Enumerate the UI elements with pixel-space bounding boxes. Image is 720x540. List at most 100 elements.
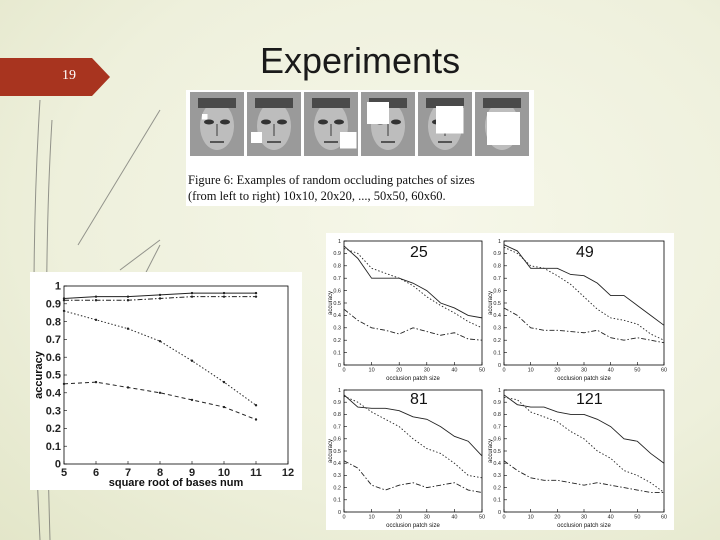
- y-axis-label: accuracy: [488, 291, 494, 315]
- face-example-50x50: [418, 92, 472, 156]
- y-tick-label: 0.5: [493, 301, 501, 307]
- data-point: [158, 391, 162, 394]
- x-tick-label: 0: [342, 515, 345, 521]
- data-point: [62, 382, 66, 386]
- x-tick-label: 10: [369, 368, 375, 374]
- series-line-dotted: [343, 248, 483, 329]
- y-tick-label: 0.8: [46, 316, 61, 328]
- x-tick-label: 30: [581, 515, 587, 521]
- figure-caption: Figure 6: Examples of random occluding p…: [188, 172, 532, 204]
- data-point: [190, 295, 194, 298]
- y-tick-label: 0.3: [493, 326, 501, 332]
- hair: [255, 98, 293, 108]
- occlusion-chart-25: 0 10 20 30 40 50 0 0.1 0.2 0.3 0.4 0.5 0.6 0.7 0.8 0.9 1…: [326, 233, 502, 385]
- x-tick-label: 40: [451, 515, 457, 521]
- y-tick-label: 0: [338, 363, 341, 369]
- series-line-dashdot: [343, 308, 483, 341]
- y-tick-label: 0: [338, 510, 341, 516]
- y-tick-label: 0.9: [333, 400, 341, 406]
- y-axis-label: accuracy: [328, 291, 334, 315]
- y-tick-label: 0.1: [333, 350, 341, 356]
- series-line-dashdot: [503, 460, 664, 493]
- data-point: [62, 299, 66, 302]
- series-line-solid: [503, 394, 665, 464]
- occlusion-patch: [487, 112, 520, 145]
- y-tick-label: 0.4: [333, 313, 341, 319]
- face-example-60x60: [475, 92, 529, 156]
- x-axis-label: square root of bases num: [109, 477, 244, 489]
- left-eye: [318, 119, 328, 125]
- y-tick-label: 0.7: [333, 424, 341, 430]
- x-tick-label: 30: [424, 368, 430, 374]
- right-eye: [334, 119, 344, 125]
- x-tick-label: 20: [396, 368, 402, 374]
- occlusion-patch: [340, 132, 357, 149]
- y-tick-label: 1: [55, 281, 61, 293]
- x-tick-label: 10: [528, 368, 534, 374]
- y-tick-label: 1: [498, 239, 501, 245]
- occlusion-chart-49: 0 10 20 30 40 50 60 0 0.1 0.2 0.3 0.4 0.5 0.6 0.7 0.8 0.…: [486, 233, 674, 385]
- y-tick-label: 0.2: [493, 485, 501, 491]
- y-tick-label: 0.5: [333, 301, 341, 307]
- y-tick-label: 0.1: [46, 441, 61, 453]
- occlusion-chart-121: 0 10 20 30 40 50 60 0 0.1 0.2 0.3 0.4 0.5 0.6 0.7 0.8 0.…: [486, 384, 674, 530]
- occlusion-chart-81-svg: 0 10 20 30 40 50 0 0.1 0.2 0.3 0.4 0.5 0.6 0.7 0.8 0.9 1…: [328, 388, 485, 529]
- face-example-drawing: [247, 92, 301, 156]
- y-tick-label: 0.6: [333, 288, 341, 294]
- hair: [483, 98, 521, 108]
- data-point: [126, 295, 130, 298]
- series-line-dotted: [503, 396, 665, 493]
- y-tick-label: 0.8: [493, 412, 501, 418]
- x-tick-label: 50: [479, 515, 485, 521]
- y-tick-label: 1: [338, 388, 341, 394]
- x-tick-label: 6: [93, 467, 99, 479]
- slide-number-tab: [0, 58, 110, 96]
- y-tick-label: 0.3: [46, 405, 61, 417]
- figure-caption-line-1: Figure 6: Examples of random occluding p…: [188, 173, 475, 187]
- x-tick-label: 8: [157, 467, 163, 479]
- x-tick-label: 7: [125, 467, 131, 479]
- x-tick-label: 10: [528, 515, 534, 521]
- accuracy-vs-bases-chart: 5 6 7 8 9 10 11 12 0 0.1 0.2 0.3 0.4 0.5 0.6 0.7 0.8 0.9 1…: [30, 272, 302, 490]
- y-tick-label: 0.5: [493, 449, 501, 455]
- series-line-dotted: [63, 310, 257, 406]
- hair: [312, 98, 350, 108]
- y-tick-label: 0.5: [333, 449, 341, 455]
- series-line-dashed: [63, 381, 257, 420]
- x-tick-label: 60: [661, 368, 667, 374]
- slide-number: 19: [62, 68, 76, 83]
- data-point: [94, 380, 98, 384]
- x-tick-label: 10: [369, 515, 375, 521]
- x-tick-label: 0: [502, 515, 505, 521]
- accuracy-vs-bases-svg: 5 6 7 8 9 10 11 12 0 0.1 0.2 0.3 0.4 0.5 0.6 0.7 0.8 0.9 1…: [33, 281, 294, 489]
- y-tick-label: 0.4: [493, 461, 501, 467]
- x-tick-label: 30: [581, 368, 587, 374]
- figure-occlusion-examples: Figure 6: Examples of random occluding p…: [186, 90, 534, 206]
- y-tick-label: 0.8: [333, 264, 341, 270]
- data-point: [158, 339, 162, 343]
- x-tick-label: 10: [218, 467, 230, 479]
- y-tick-label: 0.8: [333, 412, 341, 418]
- x-tick-label: 60: [661, 515, 667, 521]
- y-tick-label: 1: [498, 388, 501, 394]
- y-tick-label: 0.3: [333, 473, 341, 479]
- y-tick-label: 0.2: [333, 338, 341, 344]
- data-point: [190, 291, 194, 295]
- subset-size-label: 25: [410, 244, 428, 261]
- subset-size-label: 81: [410, 391, 428, 408]
- occlusion-patch: [367, 102, 389, 124]
- x-tick-label: 40: [608, 515, 614, 521]
- face-example-drawing: [418, 92, 472, 156]
- y-tick-label: 0: [498, 363, 501, 369]
- face-example-drawing: [475, 92, 529, 156]
- data-point: [254, 291, 258, 295]
- y-tick-label: 0.4: [46, 387, 62, 399]
- data-point: [222, 295, 226, 298]
- y-tick-label: 0: [498, 510, 501, 516]
- x-tick-label: 0: [342, 368, 345, 374]
- x-tick-label: 5: [61, 467, 67, 479]
- series-line-dashdot: [343, 460, 483, 493]
- hair: [198, 98, 236, 108]
- data-point: [94, 318, 98, 322]
- x-tick-label: 50: [479, 368, 485, 374]
